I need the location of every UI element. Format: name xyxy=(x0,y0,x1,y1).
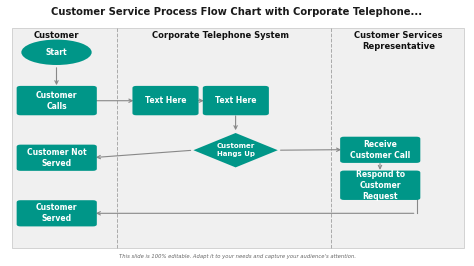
Text: Customer Services
Representative: Customer Services Representative xyxy=(355,31,443,51)
Text: This slide is 100% editable. Adapt it to your needs and capture your audience's : This slide is 100% editable. Adapt it to… xyxy=(118,253,356,259)
Text: Text Here: Text Here xyxy=(145,96,186,105)
Polygon shape xyxy=(193,133,278,167)
Text: Receive
Customer Call: Receive Customer Call xyxy=(350,140,410,160)
Text: Customer
Calls: Customer Calls xyxy=(36,90,77,111)
Text: Customer Service Process Flow Chart with Corporate Telephone...: Customer Service Process Flow Chart with… xyxy=(52,7,422,17)
Text: Respond to
Customer
Request: Respond to Customer Request xyxy=(356,170,405,201)
Text: Customer
Served: Customer Served xyxy=(36,203,77,223)
Text: Customer Not
Served: Customer Not Served xyxy=(27,148,87,168)
Ellipse shape xyxy=(21,40,91,65)
FancyBboxPatch shape xyxy=(203,86,269,115)
Text: Corporate Telephone System: Corporate Telephone System xyxy=(152,31,289,40)
FancyBboxPatch shape xyxy=(340,171,420,200)
Text: Text Here: Text Here xyxy=(215,96,256,105)
Text: Customer: Customer xyxy=(34,31,79,40)
FancyBboxPatch shape xyxy=(17,200,97,226)
FancyBboxPatch shape xyxy=(12,28,465,248)
Text: Start: Start xyxy=(46,48,67,57)
FancyBboxPatch shape xyxy=(17,145,97,171)
Text: Customer
Hangs Up: Customer Hangs Up xyxy=(217,143,255,157)
FancyBboxPatch shape xyxy=(340,137,420,163)
FancyBboxPatch shape xyxy=(132,86,199,115)
FancyBboxPatch shape xyxy=(17,86,97,115)
